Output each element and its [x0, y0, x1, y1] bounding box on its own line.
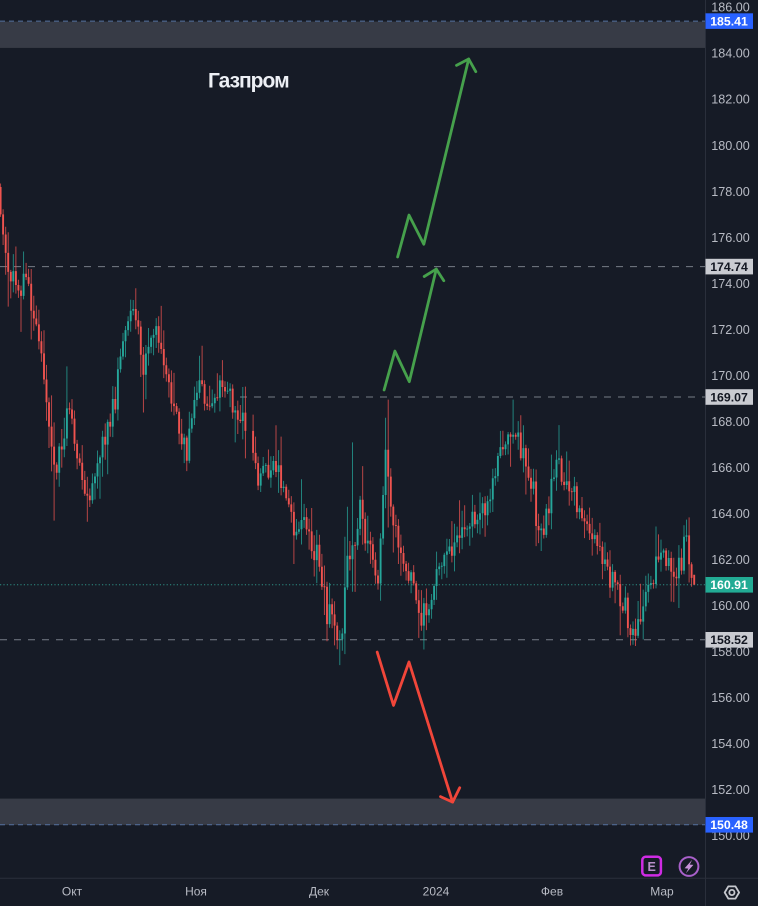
- svg-text:182.00: 182.00: [711, 93, 750, 107]
- svg-text:168.00: 168.00: [711, 415, 750, 429]
- svg-text:2024: 2024: [423, 885, 450, 899]
- svg-text:184.00: 184.00: [711, 47, 750, 61]
- svg-text:Окт: Окт: [62, 885, 83, 899]
- svg-text:156.00: 156.00: [711, 691, 750, 705]
- svg-text:180.00: 180.00: [711, 139, 750, 153]
- svg-text:178.00: 178.00: [711, 185, 750, 199]
- svg-text:172.00: 172.00: [711, 323, 750, 337]
- svg-text:186.00: 186.00: [711, 1, 750, 15]
- svg-text:164.00: 164.00: [711, 507, 750, 521]
- svg-text:158.52: 158.52: [710, 633, 748, 647]
- svg-text:Газпром: Газпром: [208, 70, 289, 93]
- svg-text:152.00: 152.00: [711, 783, 750, 797]
- svg-text:154.00: 154.00: [711, 737, 750, 751]
- svg-text:169.07: 169.07: [710, 390, 748, 404]
- svg-text:158.00: 158.00: [711, 645, 750, 659]
- svg-text:Ноя: Ноя: [185, 885, 207, 899]
- svg-text:160.91: 160.91: [710, 578, 748, 592]
- svg-text:185.41: 185.41: [710, 14, 748, 28]
- svg-text:150.48: 150.48: [710, 818, 748, 832]
- svg-text:174.00: 174.00: [711, 277, 750, 291]
- svg-text:Мар: Мар: [650, 885, 674, 899]
- svg-text:162.00: 162.00: [711, 553, 750, 567]
- svg-text:Дек: Дек: [309, 885, 330, 899]
- svg-text:166.00: 166.00: [711, 461, 750, 475]
- svg-text:E: E: [648, 860, 656, 874]
- svg-text:Фев: Фев: [541, 885, 563, 899]
- svg-text:174.74: 174.74: [710, 260, 748, 274]
- svg-text:170.00: 170.00: [711, 369, 750, 383]
- svg-text:160.00: 160.00: [711, 599, 750, 613]
- svg-text:176.00: 176.00: [711, 231, 750, 245]
